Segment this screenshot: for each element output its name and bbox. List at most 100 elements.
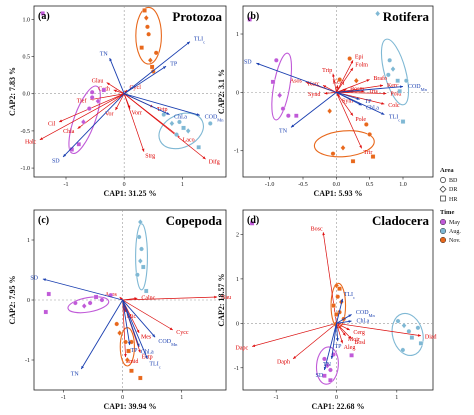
env-vector [331,323,337,359]
sample-point-square [349,353,354,358]
species-arrowhead [361,89,365,93]
species-vector-label: Cycc [176,330,189,336]
sample-point-diamond [143,14,149,21]
y-tick-label: -1.0 [21,166,31,172]
confidence-ellipse [380,38,410,106]
sample-point-diamond [327,108,333,115]
species-vector-label: Kerc [387,83,399,89]
sample-point-circle [273,57,279,63]
sample-point-square [43,309,49,315]
sample-point-circle [86,106,92,111]
env-vector-label: TLIc [344,292,355,300]
sample-point-square [76,142,82,147]
x-tick-label: -1 [64,182,69,188]
species-vector-label: Kerq [332,79,344,85]
sample-point-square [138,375,143,381]
species-vector-label: Brafo [373,75,387,82]
env-vector-label: Chl.a [141,350,154,356]
sample-point-diamond [353,77,359,84]
species-vector-label: Tief [77,97,87,104]
env-vector [122,299,140,347]
species-vector [39,93,125,141]
x-tick-label: 0.0 [333,182,341,188]
confidence-ellipse [315,346,339,385]
y-tick-label: 1 [236,32,239,38]
species-arrowhead [346,327,350,330]
species-arrowhead [324,91,328,95]
panel-title: Copepoda [166,213,223,228]
species-vector-label: Glau [92,78,104,84]
env-vector-label-subscript: Mn [369,312,376,317]
sample-point-circle [406,328,412,334]
sample-point-diamond [185,127,191,134]
species-vector [122,299,174,331]
sample-point-diamond [137,218,143,226]
sample-point-circle [363,122,369,127]
env-arrowhead [336,338,339,342]
species-vector-label: Vor [105,112,114,118]
legend-time-label: Aug. [449,229,461,235]
species-arrowhead [115,106,119,111]
legend-area-item-dr: DR [439,185,457,193]
species-vector-label: Smid [126,359,139,365]
sample-point-square [129,368,134,374]
species-vector [336,79,370,93]
species-vector-label: Cerg [353,330,365,336]
sample-point-diamond [401,322,407,329]
env-arrowhead [186,41,190,45]
env-vector-label: Chl.a [366,105,379,111]
species-vector [292,323,337,360]
env-arrowhead [63,153,67,157]
species-arrowhead [383,92,387,95]
env-arrowhead [196,113,200,116]
x-tick-label: 0.5 [366,182,374,188]
x-axis-label: CAP1: 22.68 % [311,402,364,411]
x-tick-label: -1.0 [265,182,275,188]
species-vector [336,67,354,93]
species-arrowhead [77,125,81,129]
env-vector [290,92,337,128]
legend-area-item-bd: BD [440,177,458,184]
env-vector-label: TP [130,348,138,354]
species-vector [336,60,354,93]
env-arrowhead [136,343,140,347]
species-vector [332,73,337,93]
species-vector-label: Cycl [130,85,142,91]
legend-area-label: DR [449,187,457,193]
legend-area-label: BD [449,178,458,184]
panel-title: Rotifera [383,9,430,24]
env-arrowhead [152,334,156,338]
species-vector-label: Aleg [344,345,356,351]
sample-point-square [139,45,144,50]
x-tick-label: 1.0 [399,182,407,188]
env-vector-label: CODMn [158,339,178,347]
panel-protozoa: -1 0 1 -1.0 -0.5 0.0 0.5 1.0 CAP1: 31.25 % CAP2: … [8,5,227,198]
species-vector-label: Daph [277,359,290,365]
species-arrowhead [350,67,353,72]
species-vector-label: Epi [355,55,364,61]
env-vector-label: CODMn [408,84,428,92]
legend-time-swatch [439,218,447,226]
species-vector [106,82,125,95]
env-arrowhead [291,124,295,128]
env-arrowhead [348,320,352,323]
env-vector [109,57,125,94]
y-tick-label: -0.5 [21,129,31,135]
sample-point-circle [146,31,151,37]
species-arrowhead [322,232,326,236]
species-arrowhead [39,137,44,140]
confidence-ellipse [330,282,347,329]
sample-point-circle [99,297,105,303]
env-vector [62,93,125,158]
species-vector-label: Chla [63,129,75,135]
confidence-ellipse [271,52,293,121]
species-vector [336,322,421,337]
species-vector-label: Diad [425,334,437,340]
y-tick-label: 0 [27,298,30,304]
species-vector [115,93,125,111]
species-vector-label: Strg [145,154,155,160]
y-tick-label: -1 [234,366,239,372]
species-arrowhead [113,89,117,93]
env-vector-label: CODMn [356,310,376,318]
